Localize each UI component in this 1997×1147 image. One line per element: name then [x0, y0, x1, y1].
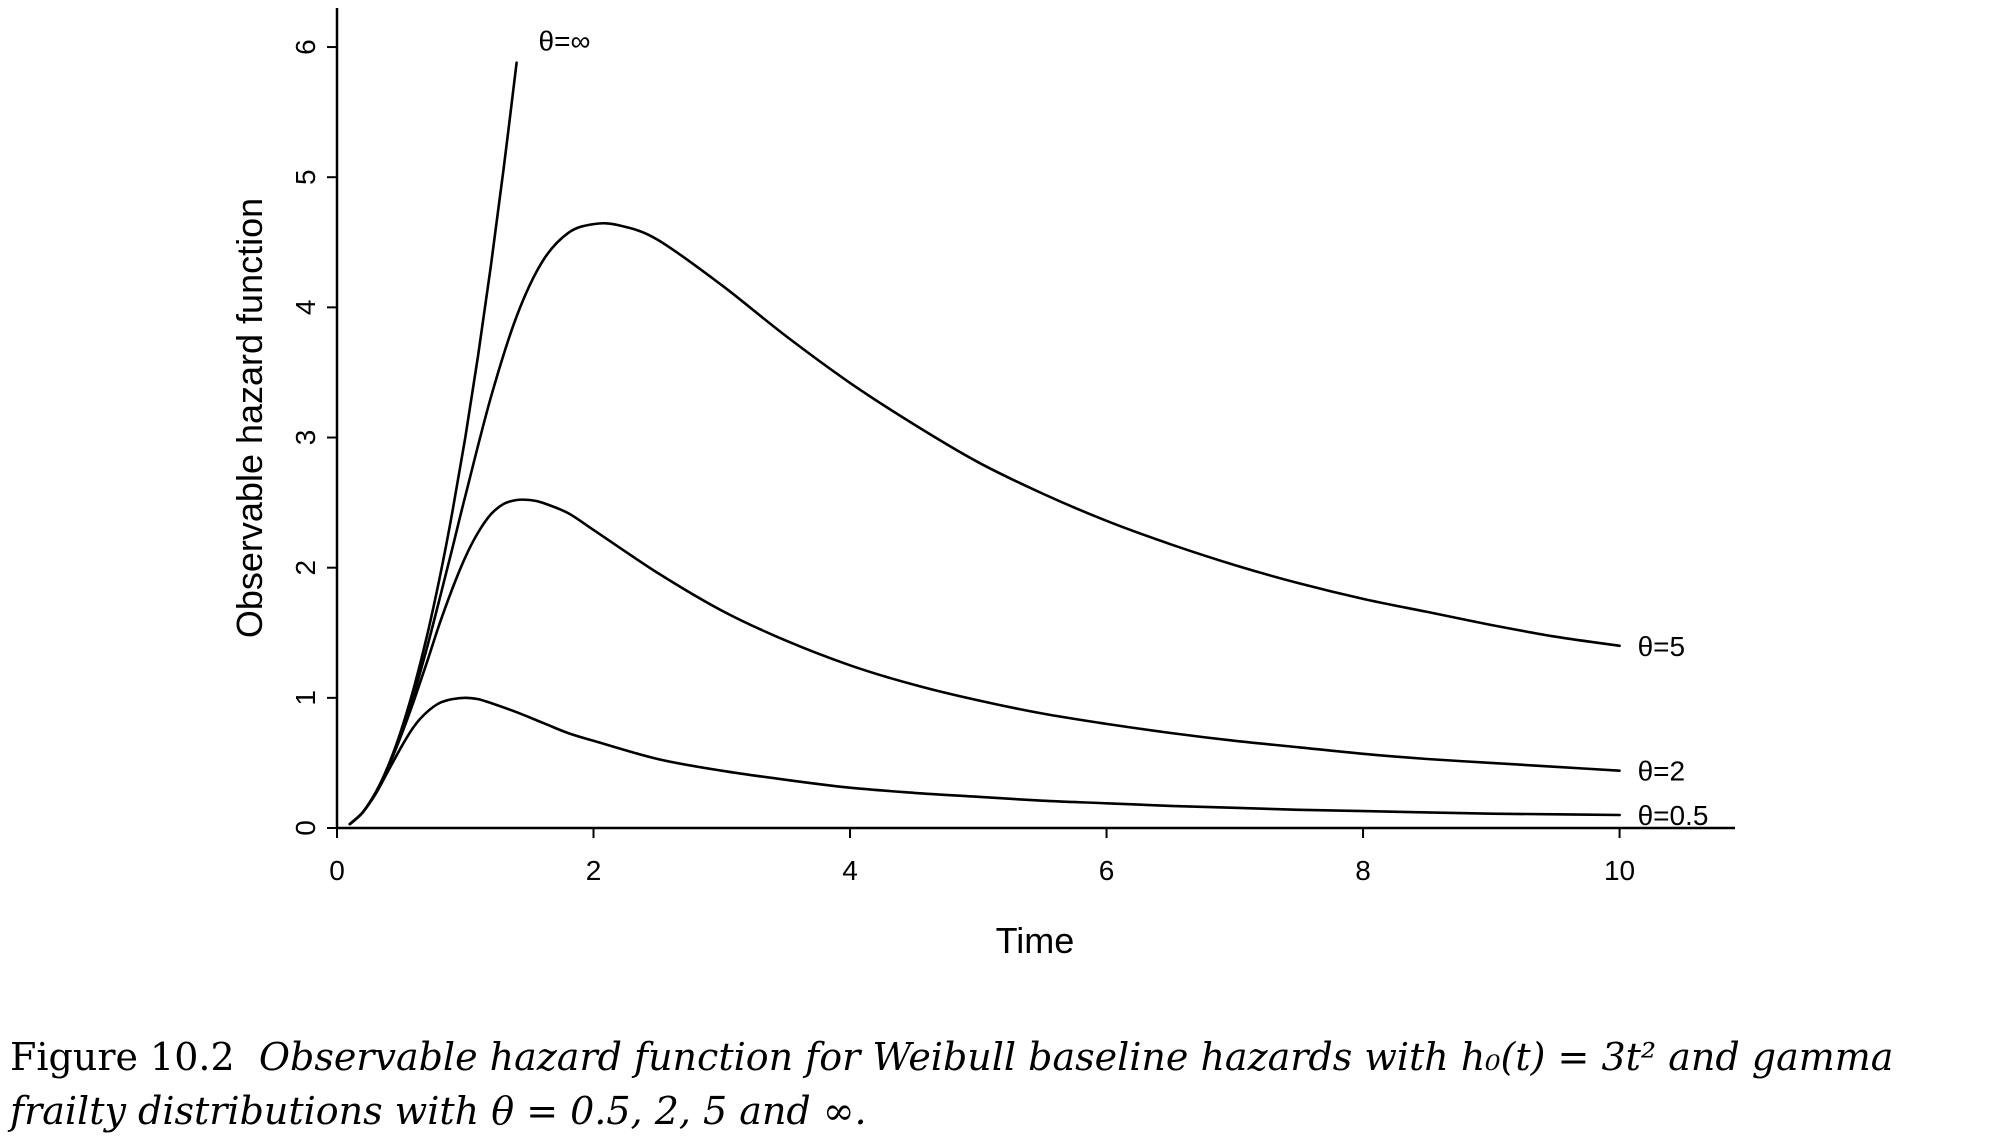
- hazard-line-chart: 0 2 4 6 8 10 0 1 2 3 4 5 6 θ=∞ θ=5 θ=2 θ=0.5 Time Obser…: [229, 8, 1735, 961]
- chart-axes: [335, 8, 1735, 830]
- figure-caption: Figure 10.2 Observable hazard function f…: [10, 1030, 1985, 1138]
- figure-caption-text: Observable hazard function for Weibull b…: [10, 1035, 1894, 1133]
- x-tick-label: 8: [1355, 855, 1371, 886]
- y-tick-label: 1: [290, 690, 321, 706]
- figure-caption-label: Figure 10.2: [10, 1035, 235, 1079]
- chart-series-labels: θ=∞ θ=5 θ=2 θ=0.5: [539, 26, 1709, 831]
- y-tick-label: 5: [290, 169, 321, 185]
- series-line: [348, 498, 1621, 826]
- chart-ticks: 0 2 4 6 8 10 0 1 2 3 4 5 6: [290, 39, 1635, 886]
- x-axis-title: Time: [996, 920, 1075, 961]
- x-tick-label: 10: [1604, 855, 1635, 886]
- y-tick-label: 6: [290, 39, 321, 55]
- series-line: [348, 696, 1621, 826]
- series-line: [348, 61, 518, 826]
- y-tick-label: 4: [290, 300, 321, 316]
- series-label: θ=2: [1638, 756, 1686, 787]
- y-tick-label: 3: [290, 430, 321, 446]
- series-line: [348, 221, 1621, 826]
- y-tick-label: 0: [290, 820, 321, 836]
- series-label: θ=0.5: [1638, 800, 1709, 831]
- series-label: θ=5: [1638, 631, 1686, 662]
- x-tick-label: 6: [1099, 855, 1115, 886]
- x-tick-label: 4: [842, 855, 858, 886]
- x-tick-label: 0: [329, 855, 345, 886]
- y-axis-title: Observable hazard function: [229, 198, 270, 638]
- chart-series: [348, 61, 1621, 826]
- y-tick-label: 2: [290, 560, 321, 576]
- x-tick-label: 2: [586, 855, 602, 886]
- series-label: θ=∞: [539, 26, 591, 57]
